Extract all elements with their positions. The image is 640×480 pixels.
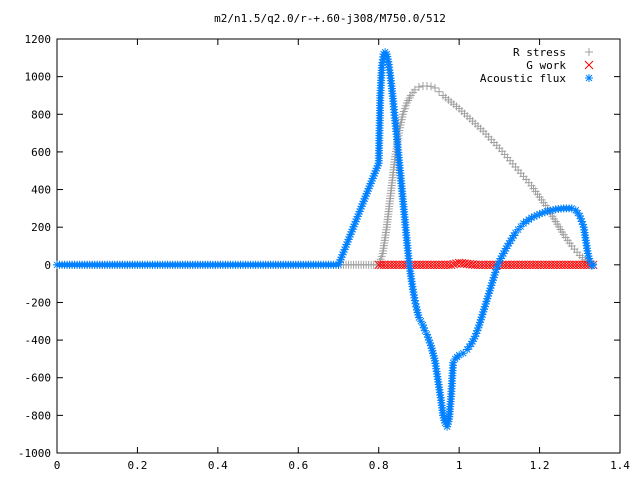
y-tick-label: 800 (31, 108, 51, 121)
y-tick-label: 0 (44, 259, 51, 272)
y-tick-label: -1000 (18, 447, 51, 460)
x-tick-label: 0 (54, 459, 61, 472)
data-point (589, 260, 598, 269)
data-point (426, 82, 435, 91)
y-tick-label: -800 (25, 409, 52, 422)
x-tick-label: 0.6 (288, 459, 308, 472)
data-point (435, 87, 444, 96)
x-tick-label: 0.8 (369, 459, 389, 472)
data-point (455, 351, 464, 360)
y-tick-label: -200 (25, 296, 52, 309)
legend-label: R stress (513, 46, 566, 59)
x-tick-label: 1.2 (530, 459, 550, 472)
data-point (449, 259, 459, 269)
legend-marker (584, 60, 594, 70)
y-tick-label: 600 (31, 146, 51, 159)
series-star (53, 48, 598, 431)
y-tick-label: -600 (25, 372, 52, 385)
y-tick-label: 1200 (25, 33, 52, 46)
x-tick-label: 1 (456, 459, 463, 472)
data-point (416, 317, 425, 326)
legend-marker (585, 74, 593, 82)
x-tick-label: 1.4 (610, 459, 630, 472)
data-point (431, 83, 440, 92)
data-point (485, 286, 494, 295)
plot-area-frame (56, 38, 621, 454)
y-tick-label: 400 (31, 184, 51, 197)
y-tick-label: 200 (31, 221, 51, 234)
data-point (522, 217, 531, 226)
chart-title: m2/n1.5/q2.0/r-+.60-j308/M750.0/512 (214, 12, 446, 25)
legend-label: G work (526, 59, 566, 72)
y-tick-label: 1000 (25, 71, 52, 84)
x-tick-label: 0.2 (127, 459, 147, 472)
data-point (346, 230, 355, 239)
data-point (446, 260, 456, 270)
legend-marker (585, 48, 593, 56)
data-point (410, 85, 419, 94)
x-tick-label: 0.4 (208, 459, 228, 472)
legend-label: Acoustic flux (480, 72, 566, 85)
data-point (414, 82, 423, 91)
y-tick-label: -400 (25, 334, 52, 347)
